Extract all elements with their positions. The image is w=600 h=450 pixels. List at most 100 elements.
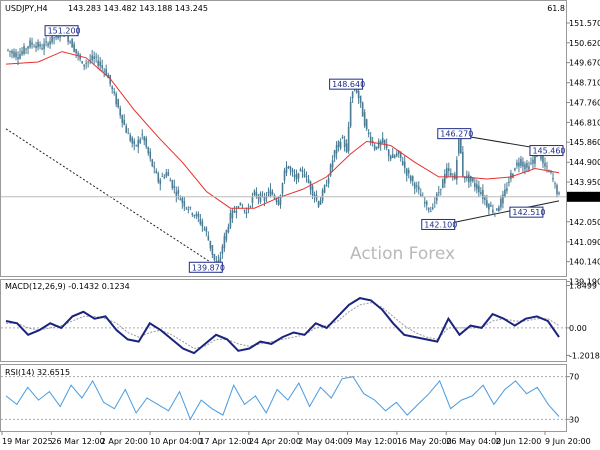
candle-body: [201, 221, 204, 227]
candle-body: [293, 174, 296, 178]
candle-body: [425, 201, 428, 205]
candle-body: [161, 176, 164, 177]
candle-body: [31, 42, 33, 45]
candle-body: [554, 183, 556, 185]
candle-body: [415, 185, 418, 187]
candle-body: [389, 155, 392, 160]
candle-body: [175, 191, 178, 197]
candle-body: [295, 174, 298, 180]
price-tick-label: 140.140: [569, 258, 600, 267]
candle-body: [395, 153, 398, 157]
price-tick-label: 141.090: [569, 238, 600, 247]
candle-body: [235, 210, 238, 213]
candle-body: [474, 183, 476, 187]
candle-body: [111, 86, 113, 90]
candle-body: [508, 181, 510, 183]
candle-body: [109, 75, 111, 85]
price-panel: USDJPY,H4 143.283 143.482 143.188 143.24…: [0, 0, 600, 286]
candle-body: [494, 213, 496, 215]
candle-body: [405, 168, 408, 176]
price-label-box: [529, 145, 564, 157]
candle-body: [19, 54, 21, 59]
candle-body: [315, 195, 318, 200]
candle-body: [520, 158, 522, 166]
candle-body: [221, 246, 224, 254]
rsi-tick-label: 70: [569, 373, 579, 382]
candle-body: [373, 145, 376, 150]
candle-body: [167, 172, 170, 176]
candle-body: [251, 196, 254, 203]
candle-body: [480, 192, 482, 194]
price-label: 146.270: [437, 128, 473, 140]
candle-body: [407, 169, 410, 174]
candle-body: [157, 172, 160, 183]
candle-body: [327, 178, 330, 184]
current-price-box: [567, 191, 600, 202]
candle-body: [41, 48, 43, 50]
candle-body: [363, 112, 366, 127]
candle-body: [23, 45, 25, 54]
candle-body: [269, 189, 272, 197]
candle-body: [299, 169, 302, 172]
candle-body: [490, 205, 492, 207]
candle-body: [468, 174, 470, 183]
candle-body: [101, 65, 103, 69]
candle-body: [401, 161, 404, 166]
candle-body: [79, 54, 81, 60]
candle-body: [413, 183, 416, 189]
candle-body: [510, 172, 512, 180]
candle-body: [291, 170, 294, 173]
price-label-text: 142.510: [512, 208, 545, 217]
candle-body: [311, 186, 314, 196]
candle-body: [199, 218, 202, 225]
rsi-panel: RSI(14) 32.6515 70 30: [0, 364, 579, 432]
candle-body: [247, 209, 250, 210]
macd-panel-frame: [0, 279, 567, 362]
macd-tick-label: 0.00: [569, 324, 587, 333]
candle-body: [441, 179, 444, 189]
time-tick-label: 2 May 04:00: [298, 437, 348, 446]
candle-body: [223, 236, 226, 249]
candle-body: [552, 177, 554, 180]
candle-body: [85, 62, 87, 64]
candle-body: [351, 91, 354, 99]
candle-body: [496, 208, 498, 211]
candle-body: [367, 132, 370, 135]
candle-body: [516, 162, 518, 166]
price-label-text: 151.200: [48, 27, 81, 36]
candle-body: [439, 188, 442, 190]
macd-panel: MACD(12,26,9) -0.1432 0.1234 1.8499 0.00 -…: [0, 279, 600, 362]
price-tick-label: 146.810: [569, 118, 600, 127]
candle-body: [189, 207, 192, 208]
candle-body: [359, 95, 362, 103]
candle-body: [427, 208, 430, 210]
candle-body: [417, 186, 420, 190]
price-tick-label: 150.620: [569, 39, 600, 48]
candle-body: [419, 194, 422, 197]
price-tick-label: 149.670: [569, 59, 600, 68]
price-label-text: 146.270: [440, 130, 473, 139]
candle-body: [339, 141, 342, 148]
candle-body: [528, 166, 530, 170]
price-labels: 151.200 139.870 148.640 146.270 142.100 142.5…: [44, 25, 566, 273]
candle-body: [385, 144, 388, 149]
candle-body: [409, 176, 412, 181]
candle-body: [289, 166, 292, 171]
candle-body: [155, 170, 158, 174]
candle-body: [253, 190, 256, 195]
candle-body: [431, 207, 434, 209]
candle-body: [433, 201, 436, 203]
candle-body: [281, 183, 284, 194]
time-tick-label: 16 May 20:00: [397, 437, 452, 446]
candle-body: [207, 236, 210, 241]
candle-body: [470, 175, 472, 182]
candle-body: [556, 185, 558, 194]
candle-body: [287, 166, 290, 169]
candle-body: [45, 41, 47, 43]
candle-body: [558, 192, 560, 194]
time-tick-label: 26 May 04:00: [446, 437, 501, 446]
candle-body: [95, 56, 97, 58]
candle-body: [233, 211, 236, 213]
price-label: 142.100: [421, 218, 457, 230]
price-label: 151.200: [44, 25, 81, 37]
